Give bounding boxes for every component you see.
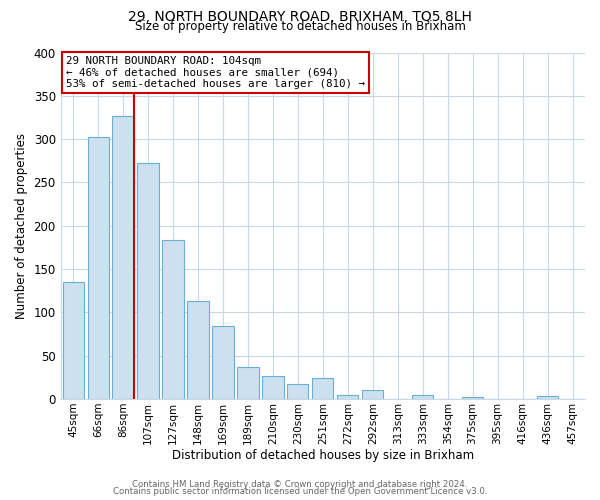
Bar — [462, 398, 483, 399]
Bar — [287, 384, 308, 399]
Bar — [362, 390, 383, 399]
Bar — [187, 301, 209, 399]
Bar — [337, 394, 358, 399]
X-axis label: Distribution of detached houses by size in Brixham: Distribution of detached houses by size … — [172, 450, 474, 462]
Bar — [88, 136, 109, 399]
Text: 29, NORTH BOUNDARY ROAD, BRIXHAM, TQ5 8LH: 29, NORTH BOUNDARY ROAD, BRIXHAM, TQ5 8L… — [128, 10, 472, 24]
Bar — [163, 240, 184, 399]
Bar — [238, 367, 259, 399]
Bar — [62, 282, 84, 399]
Text: Size of property relative to detached houses in Brixham: Size of property relative to detached ho… — [134, 20, 466, 33]
Bar — [137, 164, 158, 399]
Bar — [537, 396, 558, 399]
Bar — [412, 394, 433, 399]
Bar — [262, 376, 284, 399]
Text: Contains HM Land Registry data © Crown copyright and database right 2024.: Contains HM Land Registry data © Crown c… — [132, 480, 468, 489]
Text: 29 NORTH BOUNDARY ROAD: 104sqm
← 46% of detached houses are smaller (694)
53% of: 29 NORTH BOUNDARY ROAD: 104sqm ← 46% of … — [66, 56, 365, 89]
Bar — [312, 378, 334, 399]
Bar — [212, 326, 233, 399]
Text: Contains public sector information licensed under the Open Government Licence v3: Contains public sector information licen… — [113, 487, 487, 496]
Bar — [112, 116, 134, 399]
Y-axis label: Number of detached properties: Number of detached properties — [15, 133, 28, 319]
